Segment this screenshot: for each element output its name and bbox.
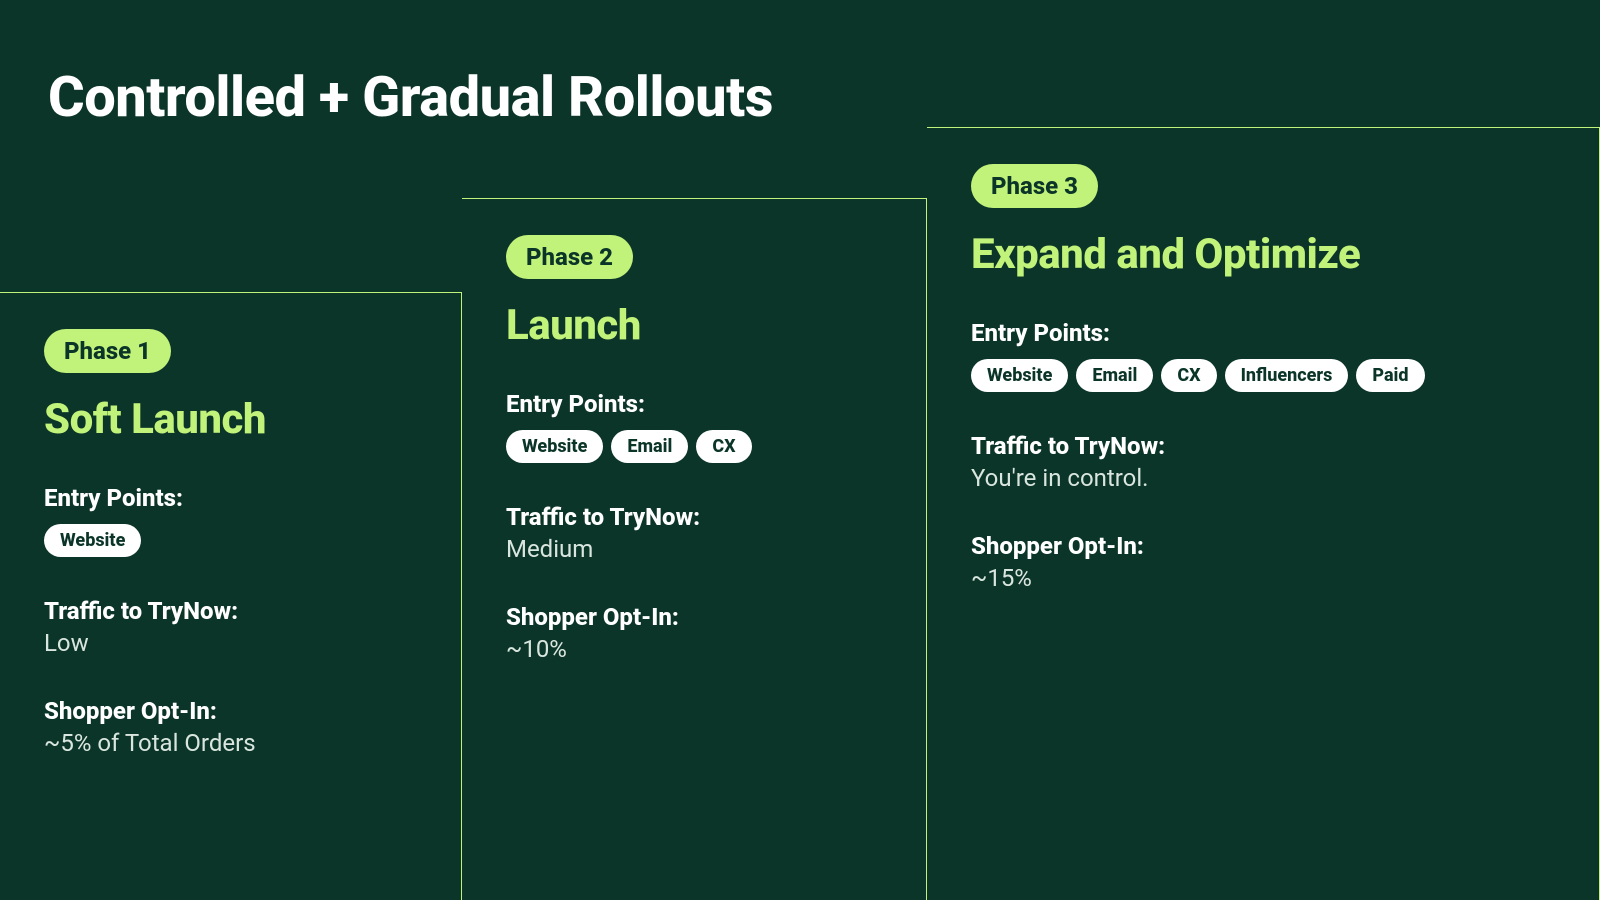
optin-value: ~5% of Total Orders [44,729,431,757]
optin-value: ~10% [506,635,896,663]
entry-point-pill: Paid [1356,359,1424,392]
phase-title: Soft Launch [44,395,431,444]
entry-point-pill: Website [506,430,603,463]
entry-points-row: WebsiteEmailCX [506,430,896,463]
entry-points-label: Entry Points: [971,319,1569,347]
traffic-value: Low [44,629,431,657]
traffic-value: You're in control. [971,464,1569,492]
phase-title: Launch [506,301,896,350]
optin-label: Shopper Opt-In: [44,697,431,725]
phase-panel-3: Phase 3 Expand and Optimize Entry Points: W… [927,127,1600,900]
traffic-label: Traffic to TryNow: [971,432,1569,460]
optin-label: Shopper Opt-In: [971,532,1569,560]
phase-badge: Phase 2 [506,235,633,279]
entry-point-pill: Website [971,359,1068,392]
infographic-stage: Controlled + Gradual Rollouts Phase 1 Sof… [0,0,1600,900]
phase-title: Expand and Optimize [971,230,1569,279]
traffic-value: Medium [506,535,896,563]
entry-points-label: Entry Points: [506,390,896,418]
entry-point-pill: CX [696,430,751,463]
entry-point-pill: Email [1076,359,1153,392]
entry-point-pill: Email [611,430,688,463]
entry-points-label: Entry Points: [44,484,431,512]
entry-points-row: WebsiteEmailCX InfluencersPaid [971,359,1569,392]
traffic-label: Traffic to TryNow: [44,597,431,625]
entry-point-pill: Website [44,524,141,557]
phase-badge: Phase 3 [971,164,1098,208]
traffic-label: Traffic to TryNow: [506,503,896,531]
optin-label: Shopper Opt-In: [506,603,896,631]
phase-badge: Phase 1 [44,329,171,373]
entry-point-pill: CX [1161,359,1216,392]
entry-points-row: Website [44,524,431,557]
entry-point-pill: Influencers [1225,359,1349,392]
phase-panel-1: Phase 1 Soft Launch Entry Points: Website Tr… [0,292,462,900]
page-title: Controlled + Gradual Rollouts [48,64,773,130]
phase-panel-2: Phase 2 Launch Entry Points: WebsiteEmailCX… [462,198,927,900]
optin-value: ~15% [971,564,1569,592]
